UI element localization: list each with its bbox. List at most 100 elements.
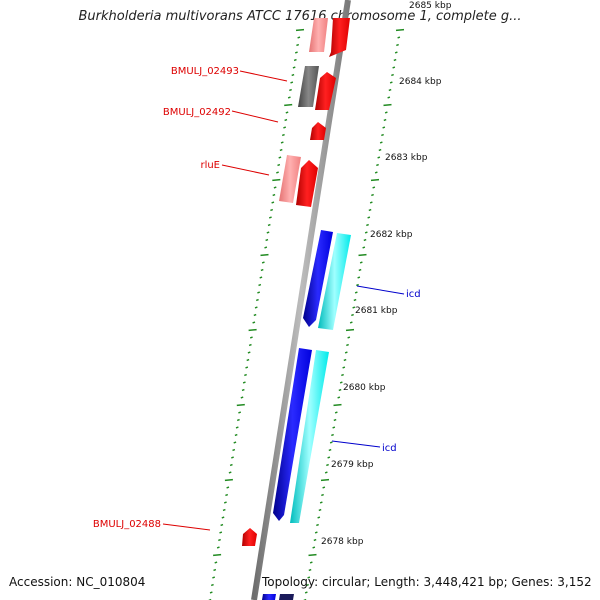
- inner-rail-mark: [248, 343, 252, 347]
- gene-icd-lower-blue[interactable]: [273, 348, 312, 521]
- outer-rail-mark: [321, 493, 324, 497]
- outer-rail-mark: [334, 411, 338, 414]
- gene-rlue-pink[interactable]: [279, 155, 301, 203]
- outer-rail-mark: [396, 43, 399, 47]
- outer-rail-mark: [346, 343, 349, 347]
- outer-rail-mark: [332, 426, 336, 429]
- outer-rail-mark: [322, 486, 326, 489]
- inner-rail-mark: [210, 583, 214, 587]
- inner-rail-mark: [247, 351, 251, 354]
- outer-rail-mark: [397, 36, 401, 39]
- outer-rail-mark: [362, 246, 366, 249]
- outer-rail-mark: [317, 516, 321, 519]
- gene-top-red[interactable]: [329, 18, 350, 57]
- inner-rail-mark: [271, 201, 275, 204]
- inner-rail-mark: [226, 486, 230, 489]
- inner-rail-mark: [225, 493, 229, 497]
- inner-rail-mark: [266, 231, 270, 234]
- gene-rlue-red[interactable]: [296, 160, 318, 207]
- outer-rail-mark: [378, 148, 382, 152]
- inner-rail-mark: [221, 516, 225, 519]
- outer-rail-mark: [304, 591, 308, 594]
- gene-bmulj-02488[interactable]: [242, 528, 257, 546]
- tick-label-2683: 2683 kbp: [385, 153, 428, 163]
- gene-bmulj-02492[interactable]: [310, 122, 326, 140]
- inner-rail-mark: [212, 576, 216, 579]
- gene-label-icd-lower[interactable]: icd: [382, 443, 397, 454]
- inner-rail-mark: [249, 336, 253, 339]
- inner-rail-mark: [260, 268, 264, 272]
- gene-bottom-blue[interactable]: [262, 594, 276, 600]
- gene-icd-lower-cyan[interactable]: [290, 350, 329, 523]
- outer-rail-mark: [342, 366, 346, 369]
- outer-rail-mark: [319, 501, 323, 504]
- inner-rail-mark: [295, 28, 305, 32]
- gene-label-bmulj-02492[interactable]: BMULJ_02492: [163, 107, 231, 118]
- inner-rail-mark: [253, 313, 257, 317]
- outer-rail-mark: [343, 358, 347, 362]
- inner-rail-mark: [246, 358, 250, 362]
- inner-rail-mark: [297, 36, 301, 39]
- tick-label-2681: 2681 kbp: [355, 306, 398, 316]
- gene-top-pink[interactable]: [309, 18, 328, 52]
- inner-rail-mark: [238, 411, 242, 414]
- outer-rail-mark: [353, 298, 357, 302]
- outer-rail-mark: [363, 238, 367, 242]
- gene-features: [242, 18, 351, 600]
- inner-rail-mark: [229, 463, 233, 467]
- inner-rail-mark: [283, 126, 287, 129]
- gene-icd-upper-blue[interactable]: [303, 230, 333, 327]
- tick-label-2685: 2685 kbp: [409, 1, 452, 11]
- inner-rail-mark: [268, 216, 272, 219]
- inner-rail-mark: [224, 478, 233, 482]
- inner-rail-mark: [279, 148, 283, 152]
- outer-rail-mark: [312, 546, 316, 549]
- inner-rail-mark: [278, 156, 282, 159]
- inner-rail-mark: [213, 568, 217, 572]
- inner-rail-mark: [267, 223, 271, 227]
- outer-rail-mark: [383, 118, 387, 122]
- outer-rail-mark: [356, 283, 359, 287]
- outer-rail-mark: [393, 58, 397, 62]
- outer-rail-mark: [372, 186, 376, 189]
- outer-rail-mark: [368, 208, 372, 212]
- outer-rail-mark: [384, 111, 388, 114]
- inner-rail-mark: [294, 51, 298, 54]
- outer-rail-mark: [369, 201, 373, 204]
- outer-rail-mark: [344, 351, 348, 354]
- gene-labels: BMULJ_02493 BMULJ_02492 rluE icd icd BMU…: [93, 66, 421, 530]
- inner-rail-mark: [273, 186, 277, 189]
- gene-label-bmulj-02493[interactable]: BMULJ_02493: [171, 66, 239, 77]
- inner-rail-mark: [281, 133, 285, 137]
- gene-label-rlue[interactable]: rluE: [200, 160, 220, 171]
- inner-rail-mark: [259, 276, 263, 279]
- tick-label-2684: 2684 kbp: [399, 77, 442, 87]
- outer-rail-mark: [364, 231, 368, 234]
- outer-rail-mark: [316, 523, 319, 527]
- outer-rail-mark: [387, 96, 391, 99]
- outer-rail-mark: [331, 433, 334, 437]
- inner-rail-mark: [257, 291, 261, 294]
- inner-rail-mark: [236, 403, 245, 407]
- inner-rail-mark: [272, 193, 276, 197]
- gene-bottom-dark[interactable]: [279, 594, 294, 600]
- inner-rail-mark: [285, 111, 289, 114]
- inner-rail-mark: [216, 546, 220, 549]
- gene-bmulj-02493-red[interactable]: [315, 72, 336, 110]
- outer-rail-mark: [376, 163, 379, 167]
- inner-rail-mark: [233, 441, 237, 444]
- inner-rail-mark: [252, 321, 256, 324]
- gene-icd-upper-cyan[interactable]: [318, 233, 351, 330]
- outer-rail-mark: [392, 66, 396, 69]
- gene-label-icd-upper[interactable]: icd: [406, 289, 421, 300]
- outer-rail-mark: [307, 576, 311, 579]
- outer-rail-mark: [333, 403, 342, 407]
- map-title: Burkholderia multivorans ATCC 17616 chro…: [78, 9, 522, 24]
- inner-rail-mark: [231, 456, 234, 459]
- inner-rail-mark: [214, 561, 218, 564]
- outer-rail-mark: [394, 51, 398, 54]
- gene-label-bmulj-02488[interactable]: BMULJ_02488: [93, 519, 161, 530]
- gene-bmulj-02493-gray[interactable]: [298, 66, 319, 107]
- outer-rail-mark: [352, 306, 356, 309]
